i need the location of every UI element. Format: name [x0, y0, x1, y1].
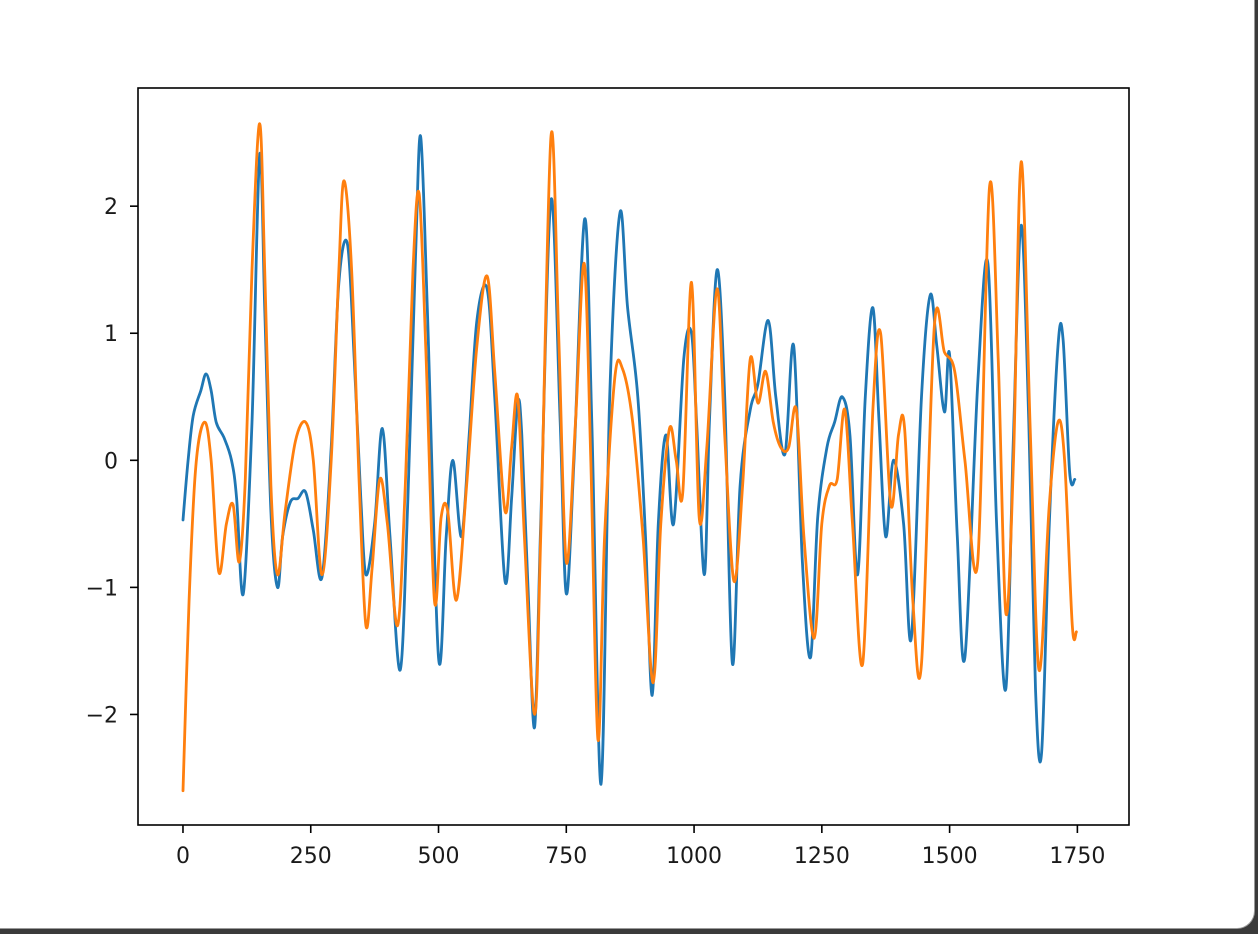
y-tick-label: 1 — [104, 322, 118, 347]
series-line-1 — [181, 134, 1077, 786]
y-tick-label: 2 — [104, 195, 118, 220]
x-tick-label: 1500 — [922, 844, 978, 869]
y-tick-label: −2 — [86, 703, 118, 728]
plot-area-frame — [137, 87, 1130, 826]
series-line-2 — [181, 122, 1078, 793]
x-tick-label: 500 — [418, 844, 460, 869]
y-axis: −2 −1 0 1 2 — [86, 195, 138, 728]
y-tick-label: 0 — [104, 449, 118, 474]
x-tick-label: 750 — [545, 844, 587, 869]
series-layer — [181, 122, 1078, 793]
x-axis: 0 250 500 750 1000 1250 1500 1750 — [176, 825, 1105, 869]
x-tick-label: 250 — [290, 844, 332, 869]
x-tick-label: 1000 — [666, 844, 722, 869]
x-tick-label: 1750 — [1049, 844, 1105, 869]
y-tick-label: −1 — [86, 576, 118, 601]
x-tick-label: 1250 — [794, 844, 850, 869]
x-tick-label: 0 — [176, 844, 190, 869]
